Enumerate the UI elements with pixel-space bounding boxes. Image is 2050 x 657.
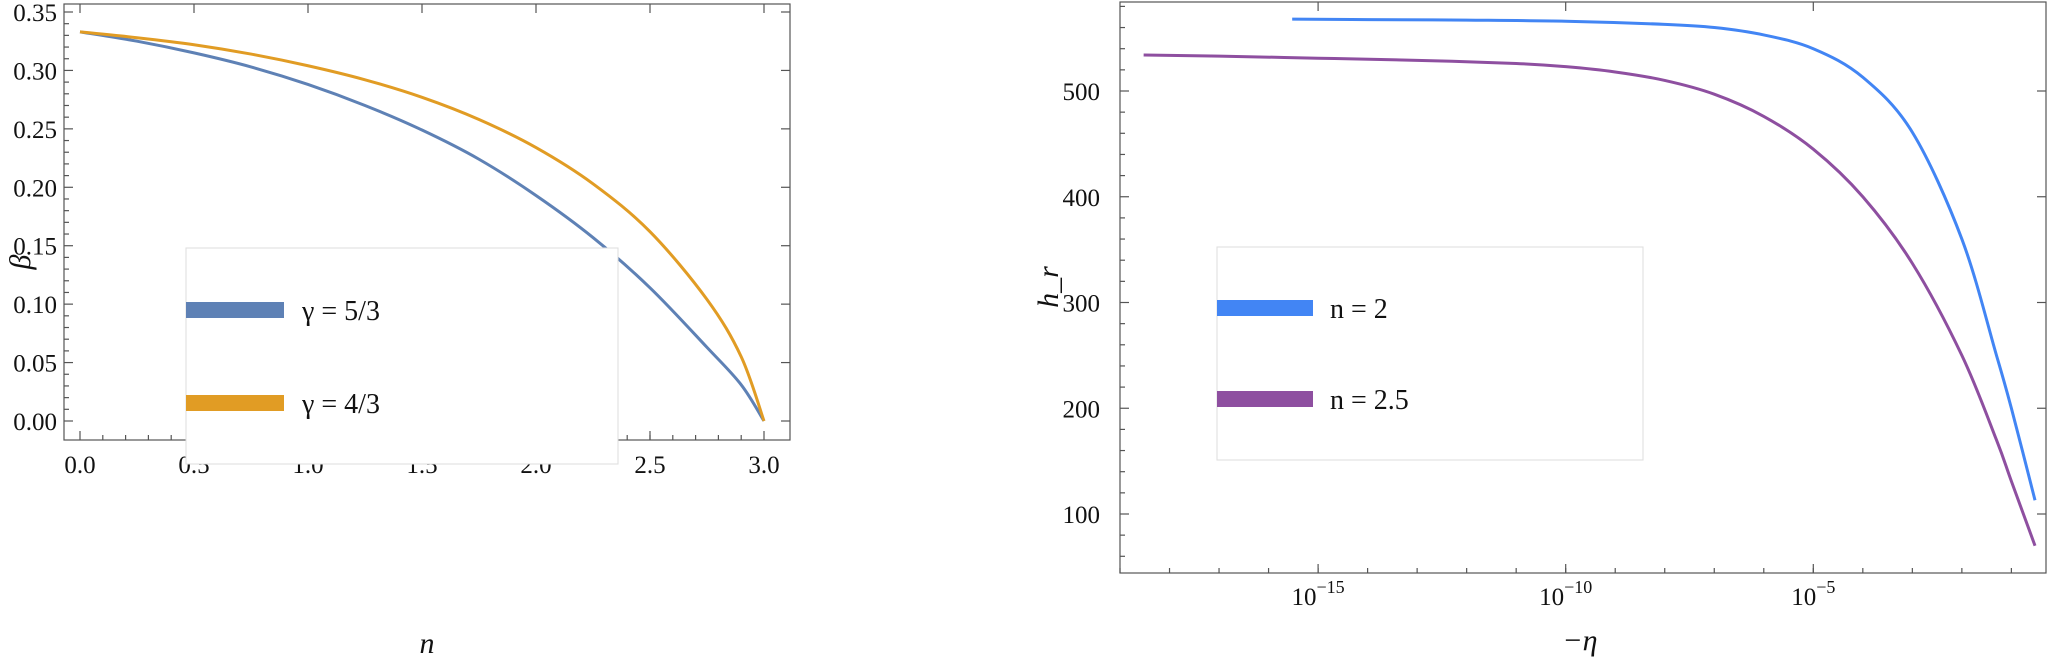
y-tick-label: 0.35 (13, 0, 57, 27)
y-axis-label: β (4, 254, 37, 270)
legend-label-1: γ = 5/3 (301, 296, 380, 327)
legend-label-1: n = 2 (1330, 294, 1388, 325)
legend-swatch-2 (186, 395, 284, 411)
y-tick-label: 0.20 (13, 175, 57, 202)
x-tick-label: 0.0 (64, 452, 95, 479)
y-tick-label: 200 (1063, 396, 1101, 423)
plot-frame (1119, 1, 2047, 574)
x-tick-base: 10 (1292, 584, 1317, 611)
x-tick-base: 10 (1539, 584, 1564, 611)
x-tick-label: 2.5 (634, 452, 665, 479)
left-chart-beta-vs-n: 0.0 0.5 1.0 1.5 2.0 2.5 3.00.000.050.100.150.2… (4, 0, 791, 657)
y-tick-label: 0.10 (13, 292, 57, 319)
x-axis-label: −η (1562, 624, 1597, 657)
x-tick-label: 10−5 (1791, 577, 1835, 611)
series-line-2 (1143, 53, 2037, 547)
y-tick-label: 500 (1063, 79, 1101, 106)
y-tick-label: 0.25 (13, 117, 57, 144)
x-tick-exponent: −15 (1317, 577, 1345, 597)
legend (1216, 246, 1644, 461)
y-tick-label: 400 (1063, 185, 1101, 212)
x-tick-exponent: −5 (1816, 577, 1835, 597)
x-tick-label: 10−10 (1539, 577, 1592, 611)
y-tick-label: 0.30 (13, 58, 57, 85)
y-tick-label: 100 (1063, 502, 1101, 529)
x-tick-label: 10−15 (1292, 577, 1345, 611)
series-line-1 (1292, 17, 2037, 501)
y-tick-label: 300 (1063, 291, 1101, 318)
y-axis-label: h_r (1032, 266, 1065, 308)
legend-swatch-2 (1217, 391, 1313, 407)
legend-label-2: γ = 4/3 (301, 389, 380, 420)
x-tick-exponent: −10 (1564, 577, 1592, 597)
y-tick-label: 0.15 (13, 234, 57, 261)
legend (185, 247, 619, 465)
x-tick-label: 3.0 (748, 452, 779, 479)
x-axis-label: n (420, 627, 435, 657)
x-tick-base: 10 (1791, 584, 1816, 611)
legend-swatch-1 (1217, 300, 1313, 316)
legend-label-2: n = 2.5 (1330, 385, 1409, 416)
y-tick-label: 0.00 (13, 409, 57, 436)
series-line-2 (79, 30, 766, 422)
y-tick-label: 0.05 (13, 351, 57, 378)
legend-swatch-1 (186, 302, 284, 318)
series-line-1 (79, 30, 766, 422)
